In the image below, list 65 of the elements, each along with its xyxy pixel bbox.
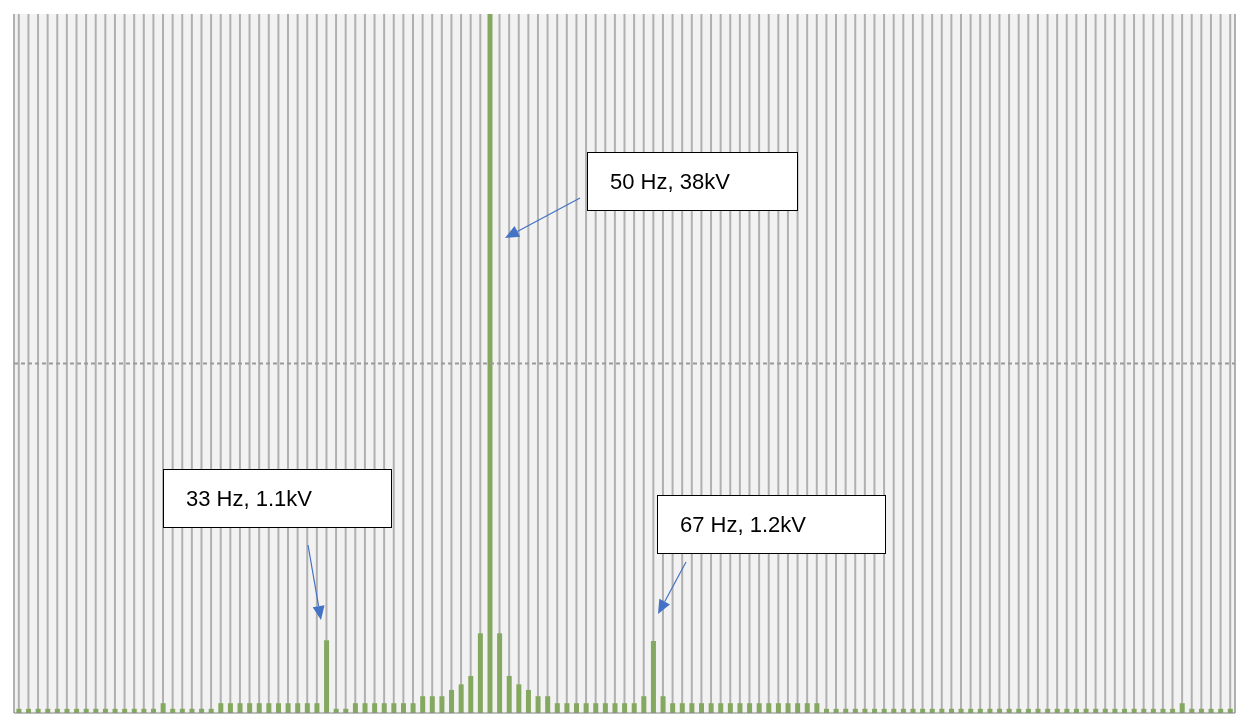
bar [256,703,262,713]
bar [727,703,733,713]
callout-box: 33 Hz, 1.1kV [163,469,392,528]
bar [545,696,551,713]
bar [795,703,801,713]
bar [593,703,599,713]
bar [785,703,791,713]
bar [352,703,358,713]
bar [564,703,570,713]
bar [525,689,531,713]
bar [756,703,762,713]
bar [660,696,666,713]
bar [814,703,820,713]
bar [737,703,743,713]
bar [622,703,628,713]
bar [670,703,676,713]
bar [247,703,253,713]
bar [237,703,243,713]
bar [602,703,608,713]
bar [477,633,483,713]
bar [497,633,503,713]
bar [766,703,772,713]
callout-box: 67 Hz, 1.2kV [657,495,886,554]
bar [295,703,301,713]
bar [362,703,368,713]
bar [747,703,753,713]
bar [689,703,695,713]
bar [468,675,474,713]
bar [650,641,656,713]
bar [266,703,272,713]
bar [160,703,166,713]
bar [304,703,310,713]
bar [227,703,233,713]
bar [439,696,445,713]
bar [574,703,580,713]
bar [535,696,541,713]
bar [583,703,589,713]
callout-box: 50 Hz, 38kV [587,152,798,211]
bar [324,640,330,713]
bar [718,703,724,713]
bar [429,696,435,713]
bar [612,703,618,713]
bar [641,696,647,713]
bar [804,703,810,713]
bar [410,703,416,713]
bar [1179,703,1185,713]
bar [631,703,637,713]
bar [420,696,426,713]
bar [775,703,781,713]
bar [506,675,512,713]
bar [516,684,522,713]
bar [400,703,406,713]
bar [708,703,714,713]
bar [449,689,455,713]
bar [275,703,281,713]
bar [391,703,397,713]
bar [285,703,291,713]
bar [458,684,464,713]
bar [372,703,378,713]
bar [554,703,560,713]
bar [218,703,224,713]
bar [679,703,685,713]
bar [381,703,387,713]
bar [314,703,320,713]
bar [699,703,705,713]
